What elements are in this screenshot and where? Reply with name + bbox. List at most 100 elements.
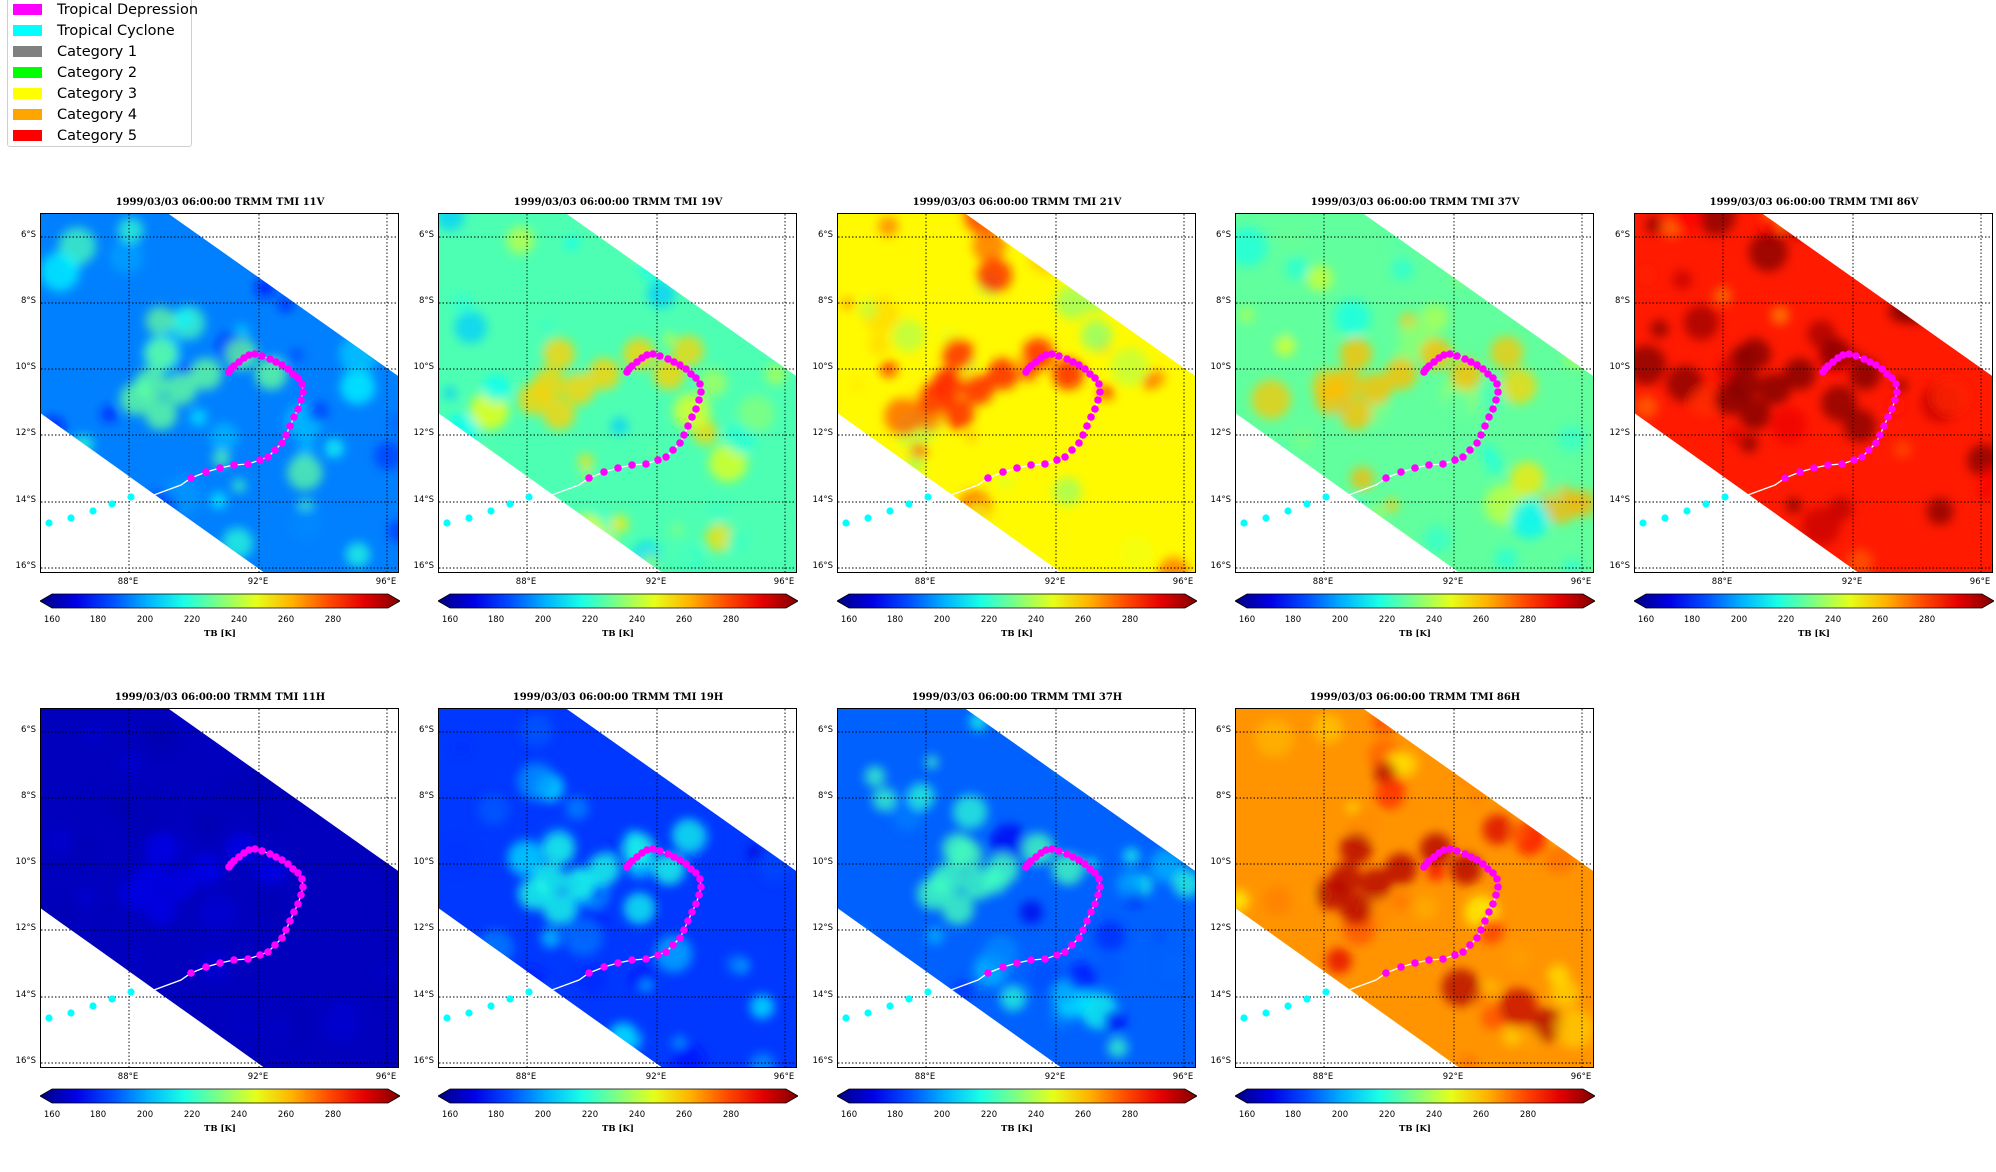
track-point-tropical-depression [696,380,704,388]
track-point-tropical-depression [284,365,292,373]
track-point-tropical-depression [1055,847,1063,855]
track-point-tropical-depression [251,845,259,853]
colorbar-tick-label: 280 [1121,615,1139,625]
track-point-tropical-cyclone [45,1014,53,1022]
colorbar-tick-label: 280 [1519,1110,1537,1120]
colorbar-label: TB [K] [1399,1124,1431,1134]
track-point-tropical-depression [684,422,692,430]
colorbar-tick-label: 220 [1378,1110,1396,1120]
longitude-tick-label: 88°E [1312,577,1334,587]
track-point-tropical-depression [202,963,210,971]
track-point-tropical-depression [1091,900,1099,908]
track-point-tropical-depression [278,361,286,369]
track-point-tropical-depression [297,396,305,404]
storm-track [842,350,1104,527]
track-point-tropical-depression [1467,853,1475,861]
legend: Tropical Depression Tropical Cyclone Categ… [7,0,198,147]
track-point-tropical-depression [1838,460,1846,468]
latitude-tick-label: 14°S [413,990,434,1000]
latitude-tick-label: 16°S [1210,561,1231,571]
track-point-tropical-depression [1810,464,1818,472]
track-point-tropical-depression [1819,368,1827,376]
storm-track [443,845,705,1022]
colorbar-tick-label: 180 [886,615,904,625]
legend-swatch [13,109,42,120]
longitude-tick-label: 96°E [1969,577,1991,587]
track-point-tropical-depression [664,850,672,858]
track-point-tropical-depression [676,856,684,864]
panel-title: 1999/03/03 06:00:00 TRMM TMI 19H [512,692,724,703]
track-point-tropical-cyclone [525,493,533,501]
swath-data [41,709,398,1067]
graticule [41,709,398,1067]
latitude-tick-label: 10°S [1609,362,1630,372]
colorbar-tick-label: 260 [1472,1110,1490,1120]
graticule [41,214,398,572]
colorbar-tick-label: 240 [628,615,646,625]
swath-map [40,213,399,573]
track-point-tropical-cyclone [842,1014,850,1022]
colorbar [40,1088,400,1104]
track-point-tropical-depression [695,396,703,404]
panel-title: 1999/03/03 06:00:00 TRMM TMI 11V [115,197,325,208]
track-point-tropical-depression [225,863,233,871]
latitude-tick-label: 16°S [812,561,833,571]
colorbar-tick-label: 160 [43,1110,61,1120]
track-point-tropical-depression [1055,352,1063,360]
legend-label: Tropical Cyclone [57,23,175,39]
latitude-tick-label: 8°S [1215,296,1231,306]
track-point-tropical-cyclone [1240,1014,1248,1022]
longitude-tick-label: 96°E [1172,577,1194,587]
latitude-tick-label: 12°S [812,923,833,933]
swath-data [1236,709,1593,1067]
track-point-tropical-depression [1451,951,1459,959]
track-point-tropical-depression [282,431,290,439]
track-point-tropical-depression [299,883,307,891]
track-point-tropical-depression [1075,439,1083,447]
track-point-tropical-depression [1884,413,1892,421]
track-point-tropical-depression [286,917,294,925]
track-point-tropical-cyclone [905,500,913,508]
swath-data [1635,214,1992,572]
colorbar-tick-label: 180 [89,1110,107,1120]
track-point-tropical-depression [1473,439,1481,447]
longitude-tick-label: 96°E [375,577,397,587]
track-point-tropical-depression [290,908,298,916]
legend-swatch [13,88,42,99]
colorbar [438,593,798,609]
colorbar-tick-label: 160 [441,615,459,625]
latitude-tick-label: 16°S [1609,561,1630,571]
track-point-tropical-depression [1493,380,1501,388]
storm-track [1639,350,1901,527]
track-point-tropical-depression [1494,388,1502,396]
track-point-tropical-depression [266,850,274,858]
track-point-tropical-depression [1467,358,1475,366]
track-point-tropical-depression [1494,883,1502,891]
track-point-tropical-cyclone [924,988,932,996]
track-point-tropical-depression [1865,446,1873,454]
track-point-tropical-depression [1858,453,1866,461]
colorbar [1235,593,1595,609]
colorbar-tick-label: 160 [840,1110,858,1120]
track-point-tropical-depression [1477,926,1485,934]
track-point-tropical-depression [680,926,688,934]
latitude-tick-label: 10°S [413,362,434,372]
colorbar-label: TB [K] [1399,629,1431,639]
latitude-tick-label: 10°S [812,362,833,372]
track-point-tropical-depression [1095,380,1103,388]
track-point-tropical-depression [1081,365,1089,373]
colorbar-tick-label: 260 [1074,1110,1092,1120]
legend-swatch [13,130,42,141]
track-point-tropical-depression [1094,891,1102,899]
track-point-tropical-cyclone [1702,500,1710,508]
track-point-tropical-depression [1479,860,1487,868]
track-point-tropical-depression [662,948,670,956]
track-point-tropical-depression [289,370,297,378]
track-point-tropical-depression [1461,355,1469,363]
track-point-tropical-cyclone [465,1009,473,1017]
colorbar-tick-label: 280 [722,615,740,625]
legend-label: Category 1 [57,44,138,60]
track-point-tropical-cyclone [864,1009,872,1017]
latitude-tick-label: 14°S [1210,990,1231,1000]
track-point-tropical-depression [272,358,280,366]
